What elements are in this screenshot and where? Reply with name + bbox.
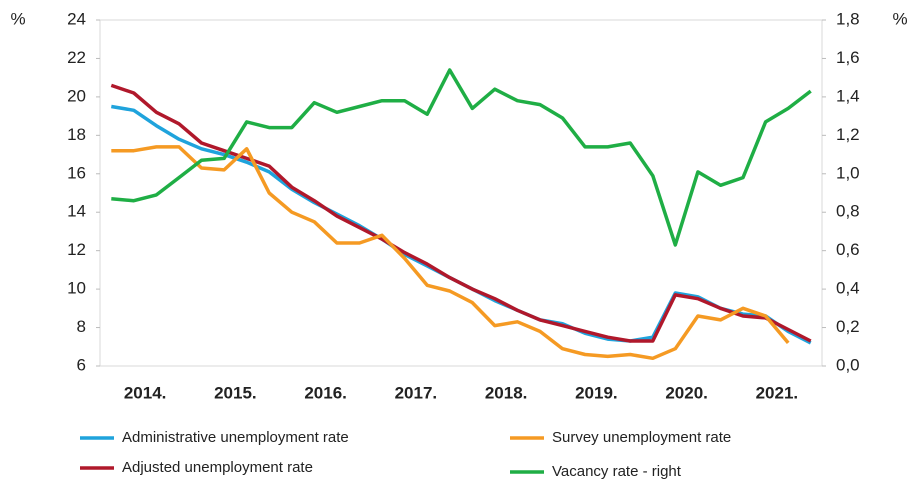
y-tick-label: 18 xyxy=(67,125,86,144)
y-tick-label: 16 xyxy=(67,163,86,182)
y2-tick-label: 1,4 xyxy=(836,86,860,105)
x-tick-label: 2017. xyxy=(395,383,438,402)
y2-tick-label: 0,2 xyxy=(836,317,860,336)
x-tick-label: 2020. xyxy=(665,383,708,402)
x-tick-label: 2015. xyxy=(214,383,257,402)
x-tick-label: 2016. xyxy=(304,383,347,402)
y-tick-label: 24 xyxy=(67,9,86,28)
legend-label: Vacancy rate - right xyxy=(552,463,682,480)
y-tick-label: 12 xyxy=(67,240,86,259)
series-line xyxy=(111,68,812,247)
y-tick-label: 22 xyxy=(67,48,86,67)
y-axis-label: % xyxy=(10,9,25,28)
y-tick-label: 20 xyxy=(67,86,86,105)
legend-label: Survey unemployment rate xyxy=(552,429,731,446)
legend-label: Administrative unemployment rate xyxy=(122,429,349,446)
y-tick-label: 14 xyxy=(67,202,86,221)
legend-label: Adjusted unemployment rate xyxy=(122,459,313,476)
y2-tick-label: 1,2 xyxy=(836,125,860,144)
y-tick-label: 8 xyxy=(77,317,86,336)
y2-tick-label: 0,4 xyxy=(836,279,860,298)
y2-tick-label: 0,0 xyxy=(836,355,860,374)
x-tick-label: 2018. xyxy=(485,383,528,402)
x-tick-label: 2019. xyxy=(575,383,618,402)
series-line xyxy=(111,104,812,345)
y2-tick-label: 1,8 xyxy=(836,9,860,28)
y-tick-label: 6 xyxy=(77,355,86,374)
y2-tick-label: 1,6 xyxy=(836,48,860,67)
x-tick-label: 2021. xyxy=(756,383,799,402)
y2-tick-label: 1,0 xyxy=(836,163,860,182)
series-line xyxy=(110,83,812,343)
y2-tick-label: 0,6 xyxy=(836,240,860,259)
x-tick-label: 2014. xyxy=(124,383,167,402)
y2-tick-label: 0,8 xyxy=(836,202,860,221)
series-line xyxy=(111,145,790,361)
y-tick-label: 10 xyxy=(67,279,86,298)
y2-axis-label: % xyxy=(892,9,907,28)
plot-frame xyxy=(99,19,823,367)
